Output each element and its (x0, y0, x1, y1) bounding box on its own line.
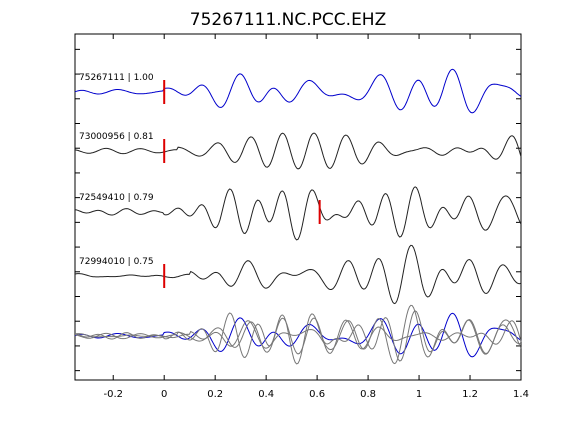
chart-title: 75267111.NC.PCC.EHZ (190, 10, 387, 30)
x-tick-label: 1.2 (462, 389, 478, 400)
plot-frame (74, 33, 522, 381)
stack-trace-4 (74, 304, 522, 365)
trace-1-line (74, 68, 522, 114)
trace-3-label: 72549410 | 0.79 (79, 193, 154, 203)
y-ticks (75, 48, 521, 372)
x-tick-label: 0.2 (207, 389, 223, 400)
x-tick-label: 1 (416, 389, 422, 400)
trace-3-line (74, 186, 522, 241)
x-axis: -0.2 0 0.2 0.4 0.6 0.8 1 1.2 1.4 (103, 34, 529, 400)
trace-4-label: 72994010 | 0.75 (79, 257, 154, 267)
x-tick-label: 0.4 (258, 389, 274, 400)
traces: 75267111 | 1.00 73000956 | 0.81 72549410 |… (74, 68, 522, 365)
trace-1-label: 75267111 | 1.00 (79, 73, 154, 83)
x-tick-label: -0.2 (103, 389, 123, 400)
x-tick-label: 1.4 (513, 389, 529, 400)
trace-2-line (74, 132, 522, 170)
x-tick-label: 0.6 (309, 389, 325, 400)
trace-2-label: 73000956 | 0.81 (79, 132, 154, 142)
trace-4-line (74, 244, 522, 305)
x-tick-label: 0.8 (360, 389, 376, 400)
stack-trace-1 (74, 312, 522, 358)
x-tick-label: 0 (161, 389, 167, 400)
